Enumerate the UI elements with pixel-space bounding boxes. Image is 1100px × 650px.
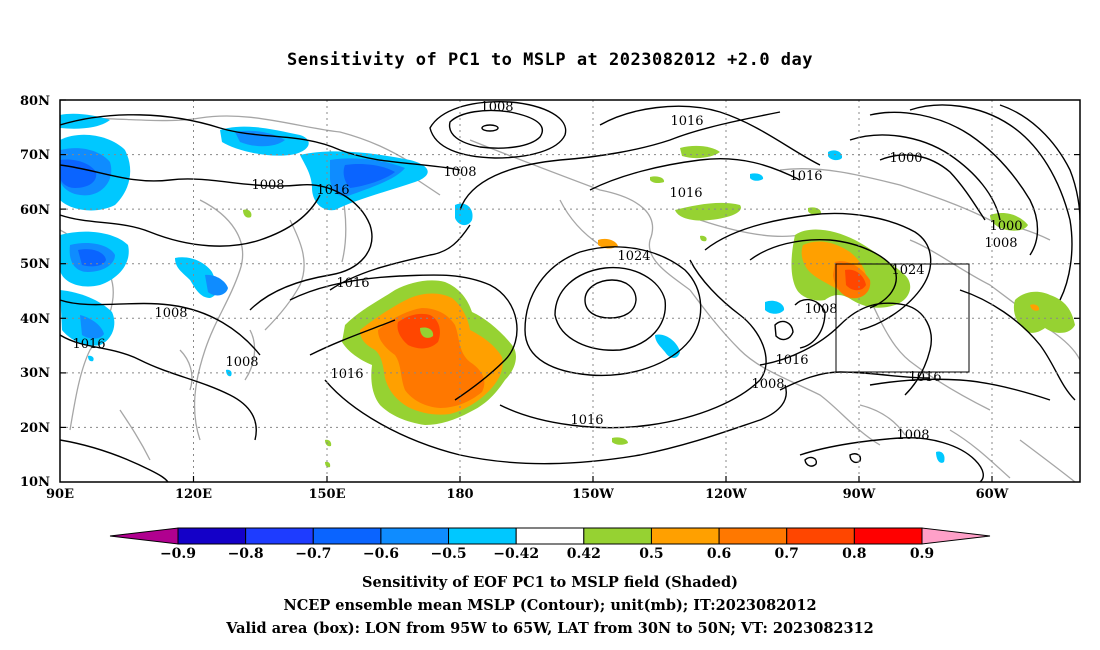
colorbar-tick-label: −0.5 <box>430 546 466 562</box>
caption-line-2: NCEP ensemble mean MSLP (Contour); unit(… <box>283 597 817 614</box>
lat-label: 20N <box>20 421 50 436</box>
contour-label: 1016 <box>316 183 349 198</box>
colorbar-tick-label: 0.7 <box>775 546 799 562</box>
contour-label: 1016 <box>570 413 603 428</box>
caption-line-3: Valid area (box): LON from 95W to 65W, L… <box>226 620 874 637</box>
latitude-labels: 80N 70N 60N 50N 40N 30N 20N 10N <box>20 94 50 490</box>
contour-label: 1016 <box>908 370 941 385</box>
colorbar-tick-label: 0.5 <box>639 546 663 562</box>
colorbar-tick-label: −0.42 <box>493 546 539 562</box>
lat-label: 30N <box>20 366 50 381</box>
contour-label: 1016 <box>670 114 703 129</box>
colorbar-tick-label: 0.6 <box>707 546 731 562</box>
contour-label: 1000 <box>989 219 1022 234</box>
lat-label: 60N <box>20 203 50 218</box>
contour-labels: 1008 1016 1008 1016 1008 1024 1016 1016 1000 1000… <box>72 100 1022 443</box>
colorbar-segment <box>312 527 382 545</box>
chart-title: Sensitivity of PC1 to MSLP at 2023082012… <box>286 50 813 70</box>
contour-label: 1016 <box>789 169 822 184</box>
colorbar-tick-label: 0.8 <box>842 546 866 562</box>
contour-label: 1008 <box>751 377 784 392</box>
map-panel: 1008 1016 1008 1016 1008 1024 1016 1016 1000 1000… <box>59 99 1081 483</box>
colorbar-tick-label: −0.7 <box>295 546 331 562</box>
lon-label: 120E <box>175 487 212 502</box>
lon-label: 150W <box>572 487 614 502</box>
caption-line-1: Sensitivity of EOF PC1 to MSLP field (Sh… <box>362 574 738 591</box>
contour-label: 1016 <box>336 276 369 291</box>
contour-label: 1008 <box>154 306 187 321</box>
colorbar-segment <box>718 527 788 545</box>
lat-label: 50N <box>20 257 50 272</box>
contour-label: 1024 <box>891 263 924 278</box>
colorbar-tick-label: −0.9 <box>160 546 196 562</box>
colorbar-tick-label: 0.9 <box>910 546 934 562</box>
contour-label: 1000 <box>889 151 922 166</box>
lat-label: 80N <box>20 94 50 109</box>
colorbar-tick-label: −0.6 <box>363 546 399 562</box>
longitude-labels: 90E 120E 150E 180 150W 120W 90W 60W <box>46 487 1009 502</box>
lat-label: 40N <box>20 312 50 327</box>
contour-label: 1008 <box>984 236 1017 251</box>
lat-lon-grid <box>60 100 1080 482</box>
colorbar-segment <box>650 527 720 545</box>
colorbar-tick-label: 0.42 <box>567 546 601 562</box>
lon-label: 90E <box>46 487 74 502</box>
lon-label: 90W <box>843 487 876 502</box>
lon-label: 120W <box>705 487 747 502</box>
lat-label: 10N <box>20 475 50 490</box>
colorbar-extend-high <box>921 527 991 545</box>
colorbar-segment <box>448 527 517 545</box>
colorbar-segment <box>245 527 314 545</box>
colorbar-segment <box>515 527 585 545</box>
contour-label: 1024 <box>617 249 650 264</box>
colorbar: −0.9 −0.8 −0.7 −0.6 −0.5 −0.42 0.42 0.5 0.6 0.7 0.… <box>109 527 991 562</box>
lon-label: 150E <box>308 487 345 502</box>
contour-label: 1016 <box>72 337 105 352</box>
lat-label: 70N <box>20 148 50 163</box>
lon-label: 60W <box>976 487 1009 502</box>
contour-label: 1016 <box>775 353 808 368</box>
colorbar-segment <box>853 527 923 545</box>
map-frame <box>59 99 1081 483</box>
sensitivity-shading <box>60 113 1075 468</box>
colorbar-segment <box>177 527 247 545</box>
contour-label: 1008 <box>443 165 476 180</box>
colorbar-tick-label: −0.8 <box>228 546 264 562</box>
colorbar-segment <box>583 527 652 545</box>
axis-ticks <box>60 99 1080 482</box>
lon-label: 180 <box>446 487 473 502</box>
colorbar-extend-low <box>109 527 179 545</box>
colorbar-segment <box>786 527 855 545</box>
mslp-contours <box>60 101 1080 482</box>
valid-area-box <box>835 263 970 373</box>
colorbar-segment <box>380 527 450 545</box>
contour-label: 1008 <box>480 100 513 115</box>
contour-label: 1016 <box>669 186 702 201</box>
contour-label: 1016 <box>330 367 363 382</box>
contour-label: 1008 <box>804 302 837 317</box>
contour-label: 1008 <box>225 355 258 370</box>
contour-label: 1008 <box>251 178 284 193</box>
contour-label: 1008 <box>896 428 929 443</box>
